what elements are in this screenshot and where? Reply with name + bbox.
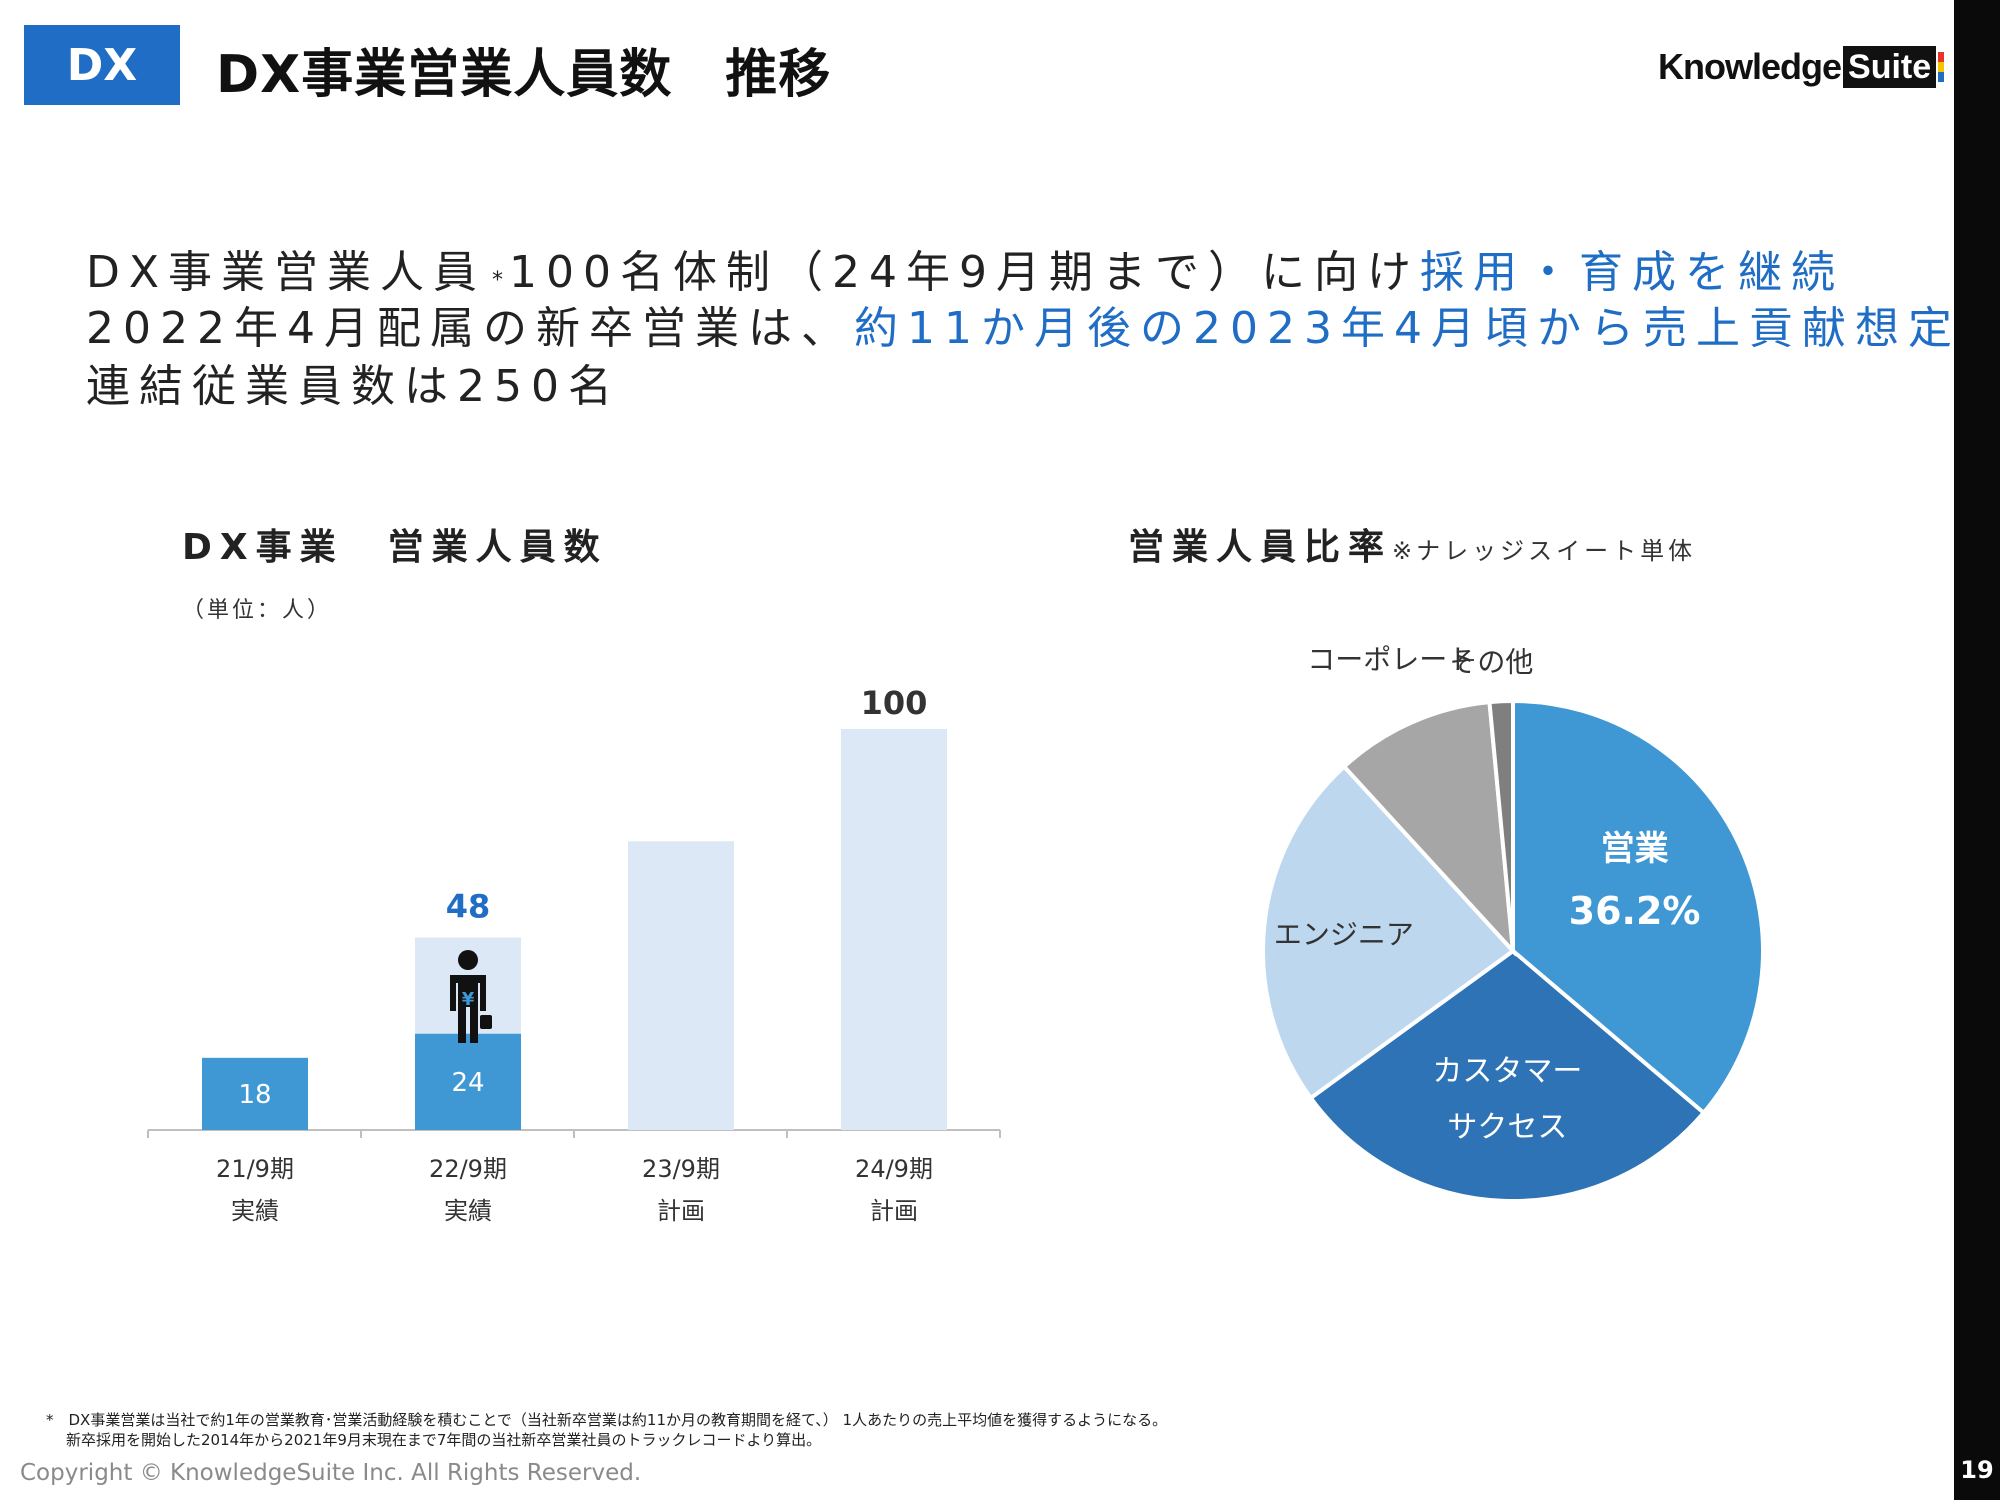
pie-title-text: 営業人員比率 — [1128, 527, 1393, 568]
svg-text:¥: ¥ — [462, 989, 475, 1010]
x-tick-sublabel: 計画 — [657, 1197, 705, 1225]
summary-line-3: 連結従業員数は250名 — [86, 350, 621, 414]
pie-slice — [1261, 763, 1516, 1101]
footnote-line: 新卒採用を開始した2014年から2021年9月末現在まで7年間の当社新卒営業社員… — [66, 1431, 822, 1449]
x-tick-label: 24/9期 — [855, 1155, 933, 1183]
pie-slice — [1307, 948, 1707, 1203]
pie-value-label: 36.2% — [1569, 889, 1701, 933]
summary-highlight: 約11か月後の2023年4月頃から売上貢献想定 — [853, 303, 1961, 354]
x-tick-label: 23/9期 — [642, 1155, 720, 1183]
summary-text: 2022年4月配属の新卒営業は、 — [86, 303, 854, 354]
company-logo: Knowledge Suite — [1658, 44, 1945, 90]
summary-text: 連結従業員数は250名 — [86, 361, 621, 412]
pie-chart-title: 営業人員比率※ナレッジスイート単体 — [1128, 518, 1696, 570]
summary-text: 100名体制（24年9月期まで）に向け — [509, 247, 1420, 298]
data-label: 48 — [446, 888, 491, 926]
copyright: Copyright © KnowledgeSuite Inc. All Righ… — [20, 1460, 642, 1486]
footnote: * DX事業営業は当社で約1年の営業教育･営業活動経験を積むことで（当社新卒営業… — [46, 1410, 1167, 1450]
unit-label: （単位：人） — [182, 598, 333, 623]
person-yen-briefcase-icon: ¥ — [450, 950, 492, 1043]
summary-line-1: DX事業営業人員 * 100名体制（24年9月期まで）に向け採用・育成を継続 — [86, 236, 1844, 300]
bar-plan — [841, 729, 947, 1130]
section-badge: DX — [24, 25, 180, 105]
bar-plan — [628, 841, 734, 1130]
data-label: 18 — [238, 1080, 271, 1110]
page-title: DX事業営業人員数 推移 — [216, 45, 832, 105]
x-tick-label: 22/9期 — [429, 1155, 507, 1183]
pie-slice — [1487, 698, 1515, 952]
footnote-marker: * — [492, 268, 504, 293]
pie-note: ※ナレッジスイート単体 — [1392, 537, 1697, 565]
pie-label: サクセス — [1447, 1110, 1567, 1145]
x-tick-sublabel: 計画 — [870, 1197, 918, 1225]
pie-label: 営業 — [1601, 829, 1669, 869]
page-number: 19 — [1960, 1456, 1994, 1484]
summary-highlight: 採用・育成を継続 — [1420, 247, 1844, 298]
data-label: 100 — [861, 684, 928, 722]
logo-color-bars-icon — [1938, 52, 1945, 82]
logo-suite: Suite — [1843, 46, 1937, 88]
pie-label: カスタマー — [1432, 1054, 1582, 1089]
pie-slice — [1341, 699, 1516, 957]
x-tick-sublabel: 実績 — [444, 1197, 492, 1225]
footnote-line: * DX事業営業は当社で約1年の営業教育･営業活動経験を積むことで（当社新卒営業… — [46, 1411, 1168, 1429]
bar-actual — [202, 1057, 308, 1130]
pie-label: コーポレート — [1307, 643, 1475, 676]
summary-text: DX事業営業人員 — [86, 247, 487, 298]
x-tick-label: 21/9期 — [216, 1155, 294, 1183]
bar-actual — [415, 1033, 521, 1130]
x-tick-sublabel: 実績 — [231, 1197, 279, 1225]
pie-label: その他 — [1449, 645, 1533, 678]
pie-slice — [1511, 698, 1765, 1116]
data-label: 24 — [451, 1068, 484, 1098]
summary-line-2: 2022年4月配属の新卒営業は、約11か月後の2023年4月頃から売上貢献想定 — [86, 292, 1961, 356]
right-edge-bar — [1954, 0, 2000, 1500]
logo-word: Knowledge — [1658, 46, 1842, 87]
bar-chart-title: DX事業 営業人員数 — [182, 527, 608, 568]
pie-label: エンジニア — [1274, 918, 1414, 951]
